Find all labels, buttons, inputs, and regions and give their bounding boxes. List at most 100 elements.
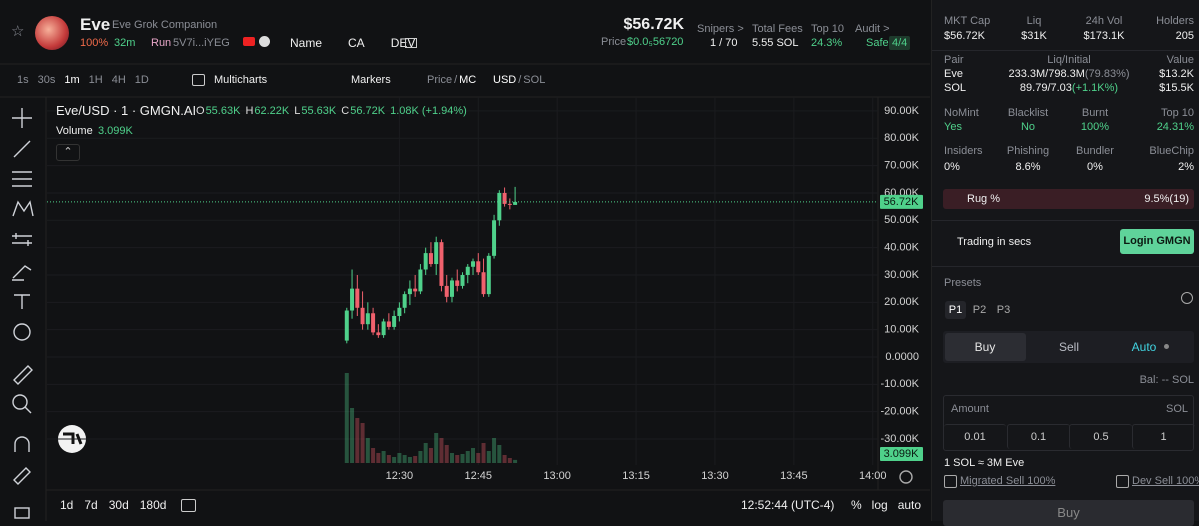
volume-bar (423, 443, 428, 463)
multicharts-icon[interactable] (192, 74, 205, 86)
stat-label: MKT Cap (944, 15, 991, 27)
trade-tab[interactable]: Auto (1131, 340, 1157, 354)
candle-body (418, 269, 423, 292)
address[interactable]: 5V7i...iYEG (173, 37, 230, 49)
security-label: Top 10 (1160, 107, 1194, 119)
star-icon[interactable]: ☆ (11, 23, 25, 40)
price-toggle[interactable]: Price / MC (427, 73, 476, 87)
snipers-label[interactable]: Snipers > (697, 23, 744, 35)
site-icon[interactable] (259, 36, 270, 47)
candle-body (497, 192, 502, 221)
pair-liq: 89.79/7.03 (+1.1K%) (1020, 81, 1118, 95)
x-tick-label: 14:00 (859, 470, 887, 482)
candle-body (365, 313, 370, 325)
volume-bar (507, 458, 512, 463)
rate: 1 SOL ≈ 3M Eve (944, 457, 1025, 469)
interval[interactable]: 1D (134, 74, 149, 86)
candle-body (444, 285, 449, 297)
volume-bar (392, 457, 397, 463)
scale-option[interactable]: auto (897, 498, 922, 512)
candle-body (355, 288, 360, 308)
candle-body (502, 192, 507, 204)
search-link[interactable]: Name (290, 36, 323, 50)
candle-body (397, 307, 402, 316)
quick-amount[interactable]: 1 (1131, 424, 1195, 449)
holder-label: BlueChip (1149, 145, 1194, 157)
calendar-icon[interactable] (181, 499, 196, 512)
fees: 5.55 SOL (752, 37, 799, 49)
pair-pct: (79.83%) (1084, 68, 1130, 80)
quick-amount[interactable]: 0.1 (1006, 424, 1070, 449)
holder-label: Bundler (1076, 145, 1114, 157)
range[interactable]: 180d (139, 498, 167, 512)
buy-button[interactable]: Buy (943, 500, 1194, 526)
audit: Safe (866, 37, 889, 49)
range[interactable]: 1d (60, 498, 74, 512)
trade-tab[interactable]: Buy (974, 340, 996, 354)
interval[interactable]: 4H (111, 74, 126, 86)
chart: 90.00K80.00K70.00K60.00K50.00K40.00K30.0… (0, 0, 930, 521)
stat-value: 205 (1175, 30, 1194, 42)
security-value: 24.31% (1156, 121, 1194, 133)
search-link[interactable]: CA (348, 36, 365, 50)
price: $0.0₅56720 (627, 36, 684, 48)
scale-options: % log auto (851, 498, 921, 512)
preset[interactable]: P1 (945, 301, 966, 319)
youtube-icon[interactable] (243, 37, 255, 46)
preset[interactable]: P3 (996, 304, 1011, 316)
interval-list: 1s 30s 1m 1H 4H 1D (17, 73, 149, 87)
token-subtitle: Eve Grok Companion (112, 19, 218, 31)
preset[interactable]: P2 (972, 304, 987, 316)
y-tick-label: 20.00K (884, 296, 920, 308)
scale-option[interactable]: % (851, 498, 862, 512)
currency-toggle[interactable]: USD / SOL (493, 73, 545, 87)
amount-placeholder[interactable]: Amount (951, 403, 989, 415)
price-tag (880, 194, 923, 209)
interval[interactable]: 1m (64, 74, 80, 86)
fees-label: Total Fees (752, 23, 803, 35)
ohlc-item: H 62.22K (245, 104, 289, 118)
range[interactable]: 30d (108, 498, 129, 512)
markers[interactable]: Markers (351, 74, 391, 86)
trade-tab[interactable]: Sell (1058, 340, 1080, 354)
checkbox[interactable] (1116, 475, 1129, 488)
login-button[interactable]: Login GMGN (1120, 229, 1194, 254)
collapse-button[interactable]: ⌃ (56, 144, 80, 161)
toggle-item: / (518, 74, 522, 86)
chart-bg (0, 0, 930, 521)
clock: 12:52:44 (UTC-4) (741, 498, 835, 512)
audit-label[interactable]: Audit > (855, 23, 890, 35)
search-link[interactable]: DEV (390, 36, 416, 50)
pair-value: $15.5K (1159, 82, 1194, 94)
quick-amount[interactable]: 0.01 (944, 424, 1006, 449)
icon[interactable] (405, 38, 417, 48)
checkbox[interactable] (944, 475, 957, 488)
pair-name: Eve (944, 68, 963, 80)
check-label[interactable]: Migrated Sell 100% (960, 475, 1056, 487)
interval[interactable]: 1s (17, 74, 29, 86)
top10-label: Top 10 (811, 23, 845, 35)
security-value: No (1020, 121, 1036, 133)
settings-icon[interactable] (899, 470, 913, 484)
ohlc-item: O 55.63K (196, 104, 240, 118)
interval[interactable]: 1H (88, 74, 103, 86)
scale-option[interactable]: log (871, 498, 888, 512)
range[interactable]: 7d (84, 498, 98, 512)
holder-value: 0% (944, 161, 960, 173)
security-value: Yes (944, 121, 962, 133)
stat-value: $31K (1021, 30, 1047, 42)
interval[interactable]: 30s (37, 74, 56, 86)
pair-header: Pair (944, 54, 964, 66)
candle-body (434, 242, 439, 265)
stat-value: $173.1K (1083, 30, 1125, 42)
candle-body (350, 288, 355, 311)
settings-icon[interactable] (1181, 292, 1193, 304)
quick-amount[interactable]: 0.5 (1069, 424, 1132, 449)
candle-body (386, 321, 391, 327)
check-label[interactable]: Dev Sell 100% (1132, 475, 1199, 487)
multicharts[interactable]: Multicharts (214, 74, 268, 86)
divider (932, 50, 1199, 51)
candle-body (392, 315, 397, 327)
toggle-item: / (454, 74, 458, 86)
